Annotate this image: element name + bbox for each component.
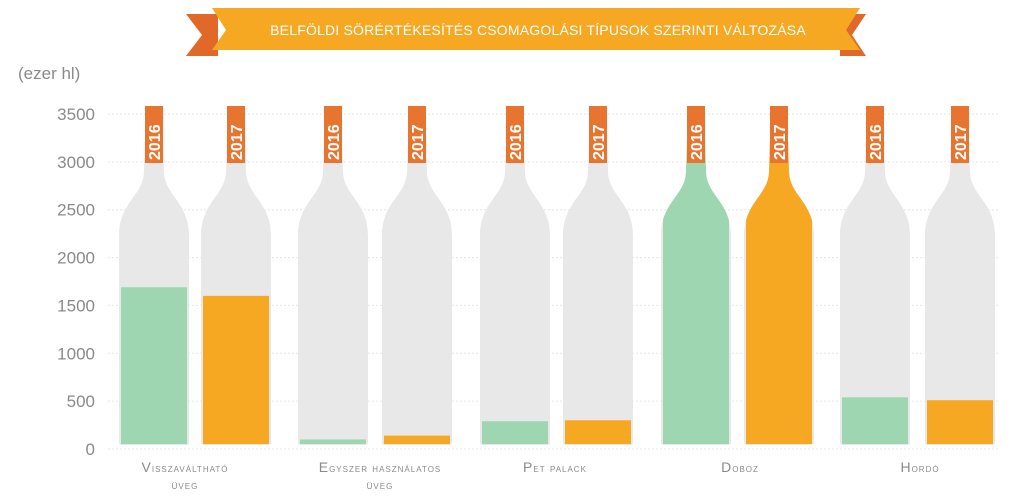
bar-2017 <box>384 435 450 444</box>
year-tag-label: 2017 <box>953 124 970 160</box>
year-tag <box>324 106 342 163</box>
bottle-silhouette <box>840 106 910 445</box>
year-tag-label: 2017 <box>591 124 608 160</box>
y-tick-label: 0 <box>86 440 95 459</box>
year-tag-label: 2016 <box>689 124 706 160</box>
chart-title: BELFÖLDI SÖRÉRTÉKESÍTÉS CSOMAGOLÁSI TÍPU… <box>270 22 806 38</box>
year-tag <box>227 106 245 163</box>
y-tick-label: 500 <box>67 392 95 411</box>
year-tag <box>506 106 524 163</box>
category-label-pet: PET Palack <box>485 459 625 477</box>
category-label-hordo: Hordó <box>860 459 980 477</box>
year-tag-label: 2017 <box>229 124 246 160</box>
y-tick-label: 2500 <box>57 201 95 220</box>
year-tag-label: 2016 <box>147 124 164 160</box>
category-label-visszavalthato: Visszaváltható üveg <box>110 459 260 494</box>
title-banner <box>186 8 866 56</box>
category-label-line2: üveg <box>171 478 199 492</box>
bottle-silhouette <box>925 106 995 445</box>
bottle-silhouette <box>563 106 633 445</box>
category-label-line1: Hordó <box>900 459 940 475</box>
year-tag <box>687 106 705 163</box>
category-label-line2: üveg <box>366 478 394 492</box>
bar-2016 <box>300 439 366 444</box>
category-label-line1: Visszaváltható <box>141 459 229 475</box>
banner-fold-left <box>186 14 218 56</box>
y-tick-label: 1000 <box>57 344 95 363</box>
category-label-egyszer: Egyszer használatos üveg <box>280 459 480 494</box>
y-tick-label: 2000 <box>57 249 95 268</box>
year-tag <box>145 106 163 163</box>
year-tag-label: 2016 <box>326 124 343 160</box>
year-tag-label: 2017 <box>410 124 427 160</box>
banner-ribbon <box>212 8 860 50</box>
bar-2017 <box>927 400 993 444</box>
y-tick-label: 3500 <box>57 105 95 124</box>
y-tick-label: 1500 <box>57 296 95 315</box>
bottle-silhouette <box>480 106 550 445</box>
bar-2017 <box>203 295 269 444</box>
year-tag <box>408 106 426 163</box>
category-label-line1: PET Palack <box>523 459 587 475</box>
year-tag-label: 2017 <box>772 124 789 160</box>
year-tag <box>951 106 969 163</box>
category-label-line1: Egyszer használatos <box>318 459 442 475</box>
bar-2016 <box>842 397 908 444</box>
bottle-silhouette <box>382 106 452 445</box>
category-label-line1: Doboz <box>721 459 759 475</box>
year-tag-label: 2016 <box>508 124 525 160</box>
year-tag-label: 2016 <box>868 124 885 160</box>
bar-2016 <box>121 287 187 444</box>
year-tag <box>589 106 607 163</box>
bar-2016 <box>482 421 548 444</box>
bar-2017 <box>565 420 631 444</box>
category-label-doboz: Doboz <box>680 459 800 477</box>
y-axis-unit-label: (ezer hl) <box>18 64 81 83</box>
year-tag <box>770 106 788 163</box>
year-tag <box>866 106 884 163</box>
bottle-silhouette <box>298 106 368 445</box>
y-tick-label: 3000 <box>57 153 95 172</box>
